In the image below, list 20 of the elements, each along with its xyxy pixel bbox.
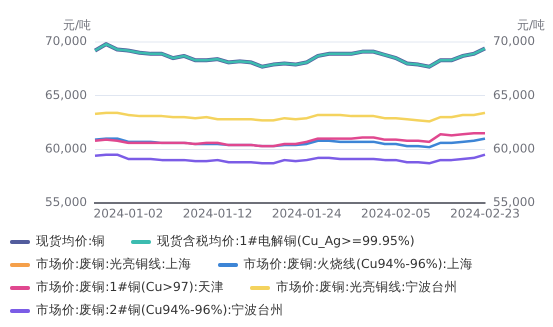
legend-label: 现货含税均价:1#电解铜(Cu_Ag>=99.95%) [156,232,415,250]
y2-tick-label: 60,000 [493,141,535,156]
y-tick-label: 60,000 [45,141,87,156]
legend-label: 现货均价:铜 [35,232,106,250]
y-tick-label: 65,000 [45,88,87,102]
y2-tick-label: 65,000 [493,88,535,102]
y-axis-title: 元/吨 [62,18,91,32]
x-tick-label: 2024-01-12 [182,206,252,220]
x-tick-label: 2024-01-02 [94,206,164,220]
y-tick-label: 70,000 [45,34,87,48]
legend-label: 市场价:废铜:2#铜(Cu94%-96%):宁波台州 [35,301,284,319]
legend-label: 市场价:废铜:1#铜(Cu>97):天津 [35,278,224,296]
legend-label: 市场价:废铜:光亮铜线:上海 [35,255,192,273]
x-tick-label: 2024-02-05 [360,206,431,220]
y2-tick-label: 70,000 [493,34,535,48]
legend-label: 市场价:废铜:光亮铜线:宁波台州 [274,278,458,296]
y2-axis-title: 元/吨 [516,18,545,32]
y-tick-label: 55,000 [45,195,87,210]
x-tick-label: 2024-01-24 [272,206,342,220]
legend-label: 市场价:废铜:火烧线(Cu94%-96%):上海 [242,255,473,273]
